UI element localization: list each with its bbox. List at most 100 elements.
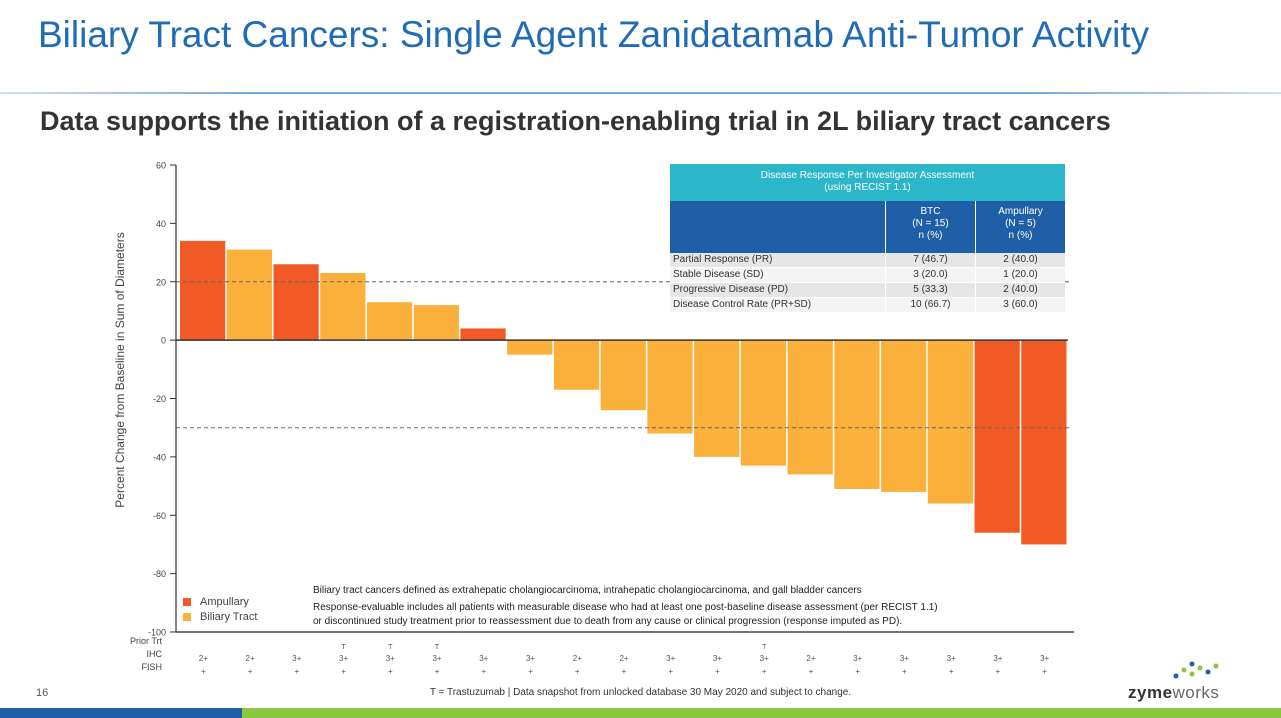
y-axis-label: Percent Change from Baseline in Sum of D… — [113, 232, 127, 507]
response-table: Disease Response Per Investigator Assess… — [670, 164, 1065, 313]
slide-title: Biliary Tract Cancers: Single Agent Zani… — [38, 14, 1150, 55]
prior-trt-value: T — [762, 644, 767, 651]
ihc-value: 2+ — [199, 654, 208, 663]
zymeworks-logo: zymeworks — [1128, 683, 1219, 703]
legend-item-biliary: Biliary Tract — [183, 609, 257, 624]
bar — [226, 249, 272, 341]
bar — [694, 340, 740, 457]
bar — [413, 305, 459, 341]
note-line: Response-evaluable includes all patients… — [313, 602, 938, 613]
legend-swatch-ampullary — [183, 597, 191, 606]
fish-value: + — [1042, 667, 1047, 676]
ihc-value: 3+ — [386, 654, 395, 663]
fish-value: + — [949, 667, 954, 676]
fish-value: + — [762, 667, 767, 676]
bar — [974, 340, 1020, 533]
ihc-value: 3+ — [339, 654, 348, 663]
response-table-body: Partial Response (PR) 7 (46.7) 2 (40.0) … — [670, 253, 1065, 313]
prior-trt-value: T — [341, 644, 346, 651]
y-tick-label: 20 — [156, 277, 166, 287]
y-tick-label: 0 — [161, 336, 166, 346]
prior-trt-value: T — [435, 644, 440, 651]
zymeworks-logo-icon — [1173, 661, 1219, 679]
fish-value: + — [809, 667, 814, 676]
fish-value: + — [481, 667, 486, 676]
bar — [834, 340, 880, 489]
bar — [273, 264, 319, 341]
y-tick-label: -100 — [148, 628, 166, 638]
table-row: Progressive Disease (PD) 5 (33.3) 2 (40.… — [670, 283, 1065, 298]
ihc-value: 3+ — [479, 654, 488, 663]
fish-label: FISH — [141, 662, 162, 672]
prior-trt-value: T — [388, 644, 393, 651]
row-ampullary: 3 (60.0) — [975, 298, 1065, 312]
bar — [600, 340, 646, 411]
fish-value: + — [996, 667, 1001, 676]
row-btc: 10 (66.7) — [885, 298, 975, 312]
bar — [320, 272, 366, 341]
footer-bar-blue — [0, 708, 242, 718]
row-btc: 7 (46.7) — [885, 253, 975, 267]
ihc-value: 3+ — [666, 654, 675, 663]
ihc-value: 2+ — [573, 654, 582, 663]
bar — [1021, 340, 1067, 545]
legend-item-ampullary: Ampullary — [183, 594, 257, 609]
row-btc: 5 (33.3) — [885, 283, 975, 297]
y-tick-label: 60 — [156, 161, 166, 171]
note-line: or discontinued study treatment prior to… — [313, 616, 903, 627]
ihc-value: 3+ — [900, 654, 909, 663]
table-row: Partial Response (PR) 7 (46.7) 2 (40.0) — [670, 253, 1065, 268]
ihc-label: IHC — [146, 649, 163, 659]
fish-value: + — [575, 667, 580, 676]
page-number: 16 — [36, 687, 49, 699]
y-tick-label: 40 — [156, 219, 166, 229]
row-ampullary: 2 (40.0) — [975, 253, 1065, 267]
logo-text-light: works — [1172, 683, 1220, 702]
fish-value: + — [902, 667, 907, 676]
fish-value: + — [622, 667, 627, 676]
ihc-value: 3+ — [993, 654, 1002, 663]
fish-value: + — [341, 667, 346, 676]
y-tick-label: -40 — [153, 452, 166, 462]
fish-value: + — [668, 667, 673, 676]
fish-value: + — [388, 667, 393, 676]
annotation-row-labels: Prior Trt IHC FISH — [92, 637, 162, 674]
ihc-value: 3+ — [947, 654, 956, 663]
bar — [647, 340, 693, 434]
legend-label: Ampullary — [200, 595, 249, 608]
response-table-columns: BTC (N = 15) n (%) Ampullary (N = 5) n (… — [670, 201, 1065, 253]
fish-value: + — [248, 667, 253, 676]
ihc-value: 3+ — [713, 654, 722, 663]
ihc-value: 3+ — [760, 654, 769, 663]
ihc-value: 3+ — [526, 654, 535, 663]
response-table-header: Disease Response Per Investigator Assess… — [670, 164, 1065, 201]
bar — [787, 340, 833, 475]
row-label: Partial Response (PR) — [673, 254, 773, 265]
fish-value: + — [435, 667, 440, 676]
legend-swatch-biliary — [183, 612, 191, 621]
row-ampullary: 1 (20.0) — [975, 268, 1065, 282]
title-divider — [0, 92, 1281, 94]
y-tick-label: -80 — [153, 569, 166, 579]
bar — [180, 240, 226, 341]
column-btc: BTC (N = 15) n (%) — [885, 201, 975, 253]
fish-value: + — [295, 667, 300, 676]
ihc-value: 3+ — [853, 654, 862, 663]
table-row: Stable Disease (SD) 3 (20.0) 1 (20.0) — [670, 268, 1065, 283]
prior-trt-label: Prior Trt — [129, 636, 162, 646]
fish-value: + — [715, 667, 720, 676]
fish-value: + — [855, 667, 860, 676]
fish-value: + — [201, 667, 206, 676]
legend-label: Biliary Tract — [200, 610, 258, 623]
ihc-value: 2+ — [246, 654, 255, 663]
fish-value: + — [528, 667, 533, 676]
ihc-value: 3+ — [292, 654, 301, 663]
ihc-value: 2+ — [806, 654, 815, 663]
note-line: Biliary tract cancers defined as extrahe… — [313, 585, 862, 596]
bar — [507, 340, 553, 355]
bar — [366, 302, 413, 341]
table-row: Disease Control Rate (PR+SD) 10 (66.7) 3… — [670, 298, 1065, 313]
bar — [460, 328, 506, 341]
row-label: Progressive Disease (PD) — [673, 284, 789, 295]
